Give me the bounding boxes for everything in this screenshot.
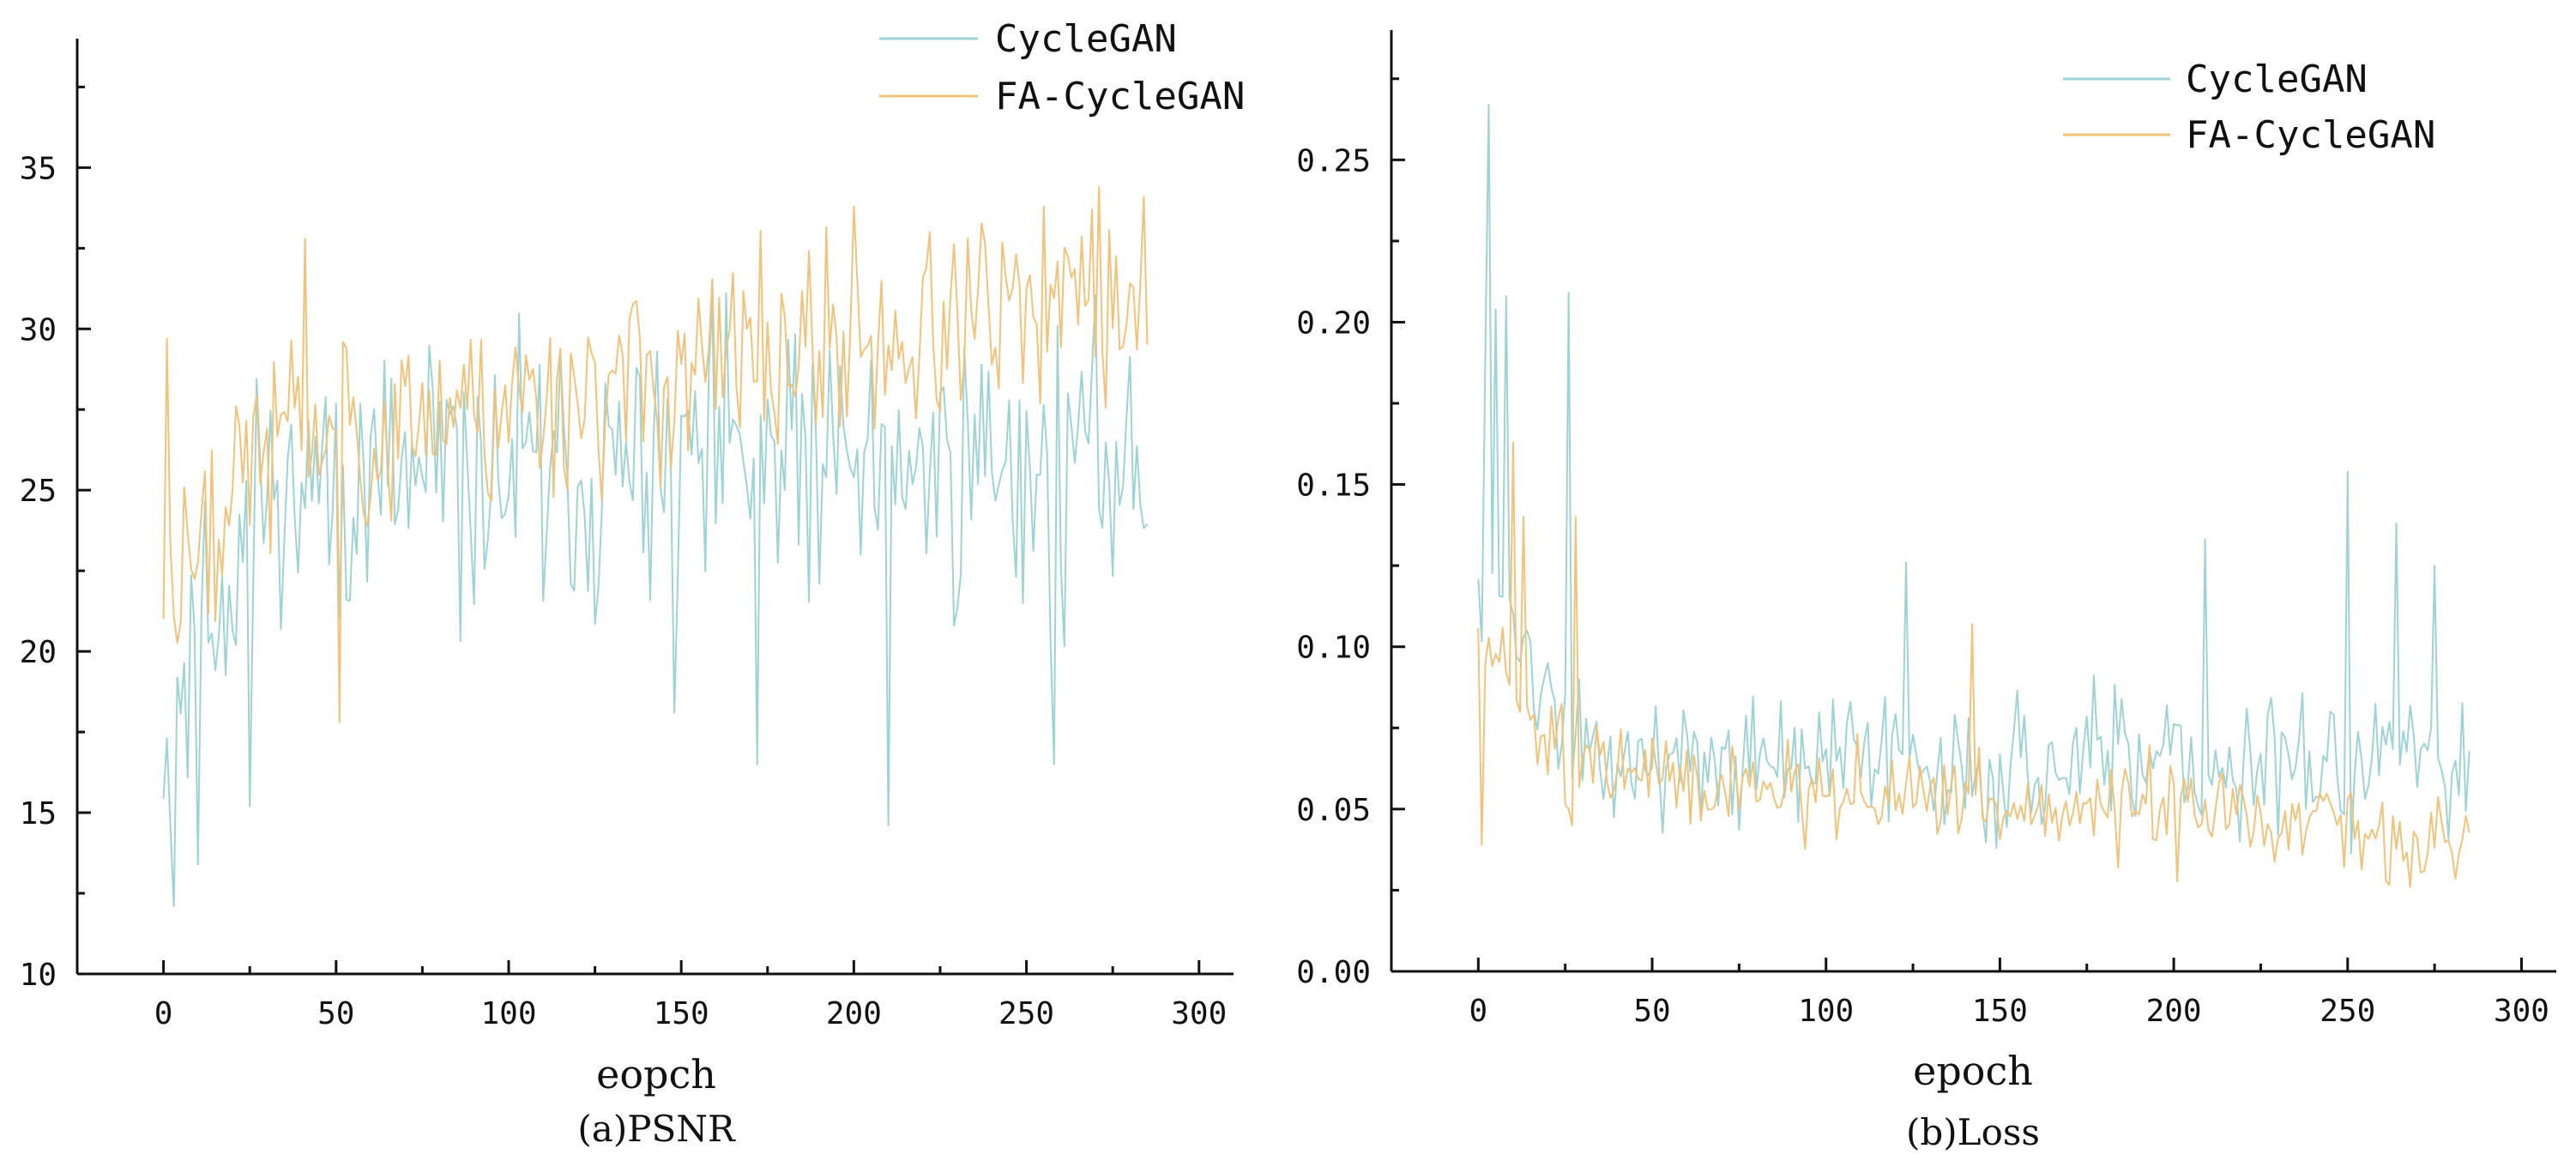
loss-x-axis-title: epoch [1913,1048,2033,1094]
y-tick-label: 15 [20,796,57,831]
y-tick-label: 0.00 [1296,955,1371,990]
psnr-legend-label-fa-cyclegan: FA-CycleGAN [995,75,1245,118]
y-tick-label: 0.10 [1296,631,1371,666]
x-tick-label: 150 [1972,994,2028,1029]
x-tick-label: 50 [1633,994,1670,1029]
loss-series-group [1477,104,2470,888]
series-line-fa-cyclegan [162,185,1149,723]
x-tick-label: 300 [1171,996,1227,1031]
psnr-series-group [162,185,1149,908]
x-tick-label: 100 [480,996,536,1031]
x-tick-label: 300 [2494,994,2549,1029]
psnr-legend-label-cyclegan: CycleGAN [995,17,1177,61]
loss-legend: CycleGAN FA-CycleGAN [2063,57,2435,157]
y-tick-label: 30 [20,312,57,348]
y-tick-label: 35 [20,151,57,186]
psnr-legend: CycleGAN FA-CycleGAN [879,17,1245,118]
series-line-cyclegan [162,292,1149,908]
x-tick-label: 200 [2146,994,2202,1029]
x-tick-label: 150 [654,996,709,1031]
x-tick-label: 250 [998,996,1054,1031]
psnr-x-axis-title: eopch [596,1051,716,1097]
y-tick-label: 0.25 [1296,143,1371,178]
x-tick-label: 0 [154,996,173,1031]
x-tick-label: 250 [2320,994,2375,1029]
loss-ticks: 0 50 100 150 200 250 300 0.00 0.05 0.10 0.15 0.20 0.… [1296,77,2549,1029]
loss-axes [1390,30,2556,973]
loss-caption: (b)Loss [1906,1111,2040,1153]
x-tick-label: 0 [1469,994,1487,1029]
loss-legend-label-cyclegan: CycleGAN [2186,57,2368,101]
y-tick-label: 0.05 [1296,793,1371,828]
x-tick-label: 200 [826,996,882,1031]
x-tick-label: 100 [1798,994,1854,1029]
y-tick-label: 20 [20,635,57,670]
loss-legend-label-fa-cyclegan: FA-CycleGAN [2186,113,2435,157]
y-tick-label: 10 [20,958,57,993]
psnr-ticks: 0 50 100 150 200 250 300 10 15 20 25 30 35 [20,85,1227,1031]
series-line-cyclegan [1477,104,2470,855]
y-tick-label: 25 [20,474,57,509]
y-tick-label: 0.15 [1296,469,1371,504]
psnr-chart: 0 50 100 150 200 250 300 10 15 20 25 30 35 eopch (a)… [20,17,1246,1150]
psnr-caption: (a)PSNR [577,1108,736,1150]
series-line-fa-cyclegan [1477,441,2470,888]
x-tick-label: 50 [317,996,354,1031]
psnr-axes [75,39,1234,976]
loss-chart: 0 50 100 150 200 250 300 0.00 0.05 0.10 0.15 0.20 0.… [1296,30,2556,1153]
y-tick-label: 0.20 [1296,305,1371,341]
